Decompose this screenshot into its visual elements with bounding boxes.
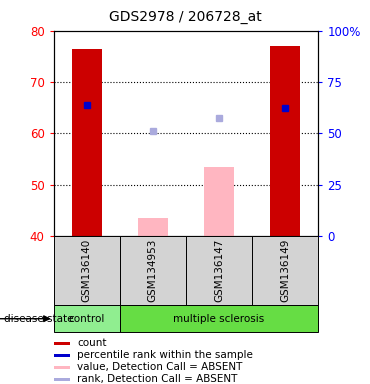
Bar [204,167,234,236]
Text: count: count [77,338,107,349]
Bar [186,236,252,305]
Text: percentile rank within the sample: percentile rank within the sample [77,351,253,361]
Bar [54,342,70,345]
Bar [54,305,120,332]
Text: control: control [68,314,105,324]
Text: GSM136140: GSM136140 [82,239,92,302]
Text: GSM136147: GSM136147 [214,239,224,303]
Bar [54,378,70,381]
Text: rank, Detection Call = ABSENT: rank, Detection Call = ABSENT [77,374,238,384]
Bar [138,218,168,236]
Text: GDS2978 / 206728_at: GDS2978 / 206728_at [109,10,261,24]
Text: multiple sclerosis: multiple sclerosis [174,314,265,324]
Bar [252,236,318,305]
Bar [120,236,186,305]
Bar [120,305,318,332]
Text: GSM134953: GSM134953 [148,239,158,303]
Bar [72,49,102,236]
Text: value, Detection Call = ABSENT: value, Detection Call = ABSENT [77,362,243,372]
Bar [54,366,70,369]
Bar [54,354,70,357]
Bar [270,46,300,236]
Text: disease state: disease state [4,314,73,324]
Bar [54,236,120,305]
Text: GSM136149: GSM136149 [280,239,290,303]
